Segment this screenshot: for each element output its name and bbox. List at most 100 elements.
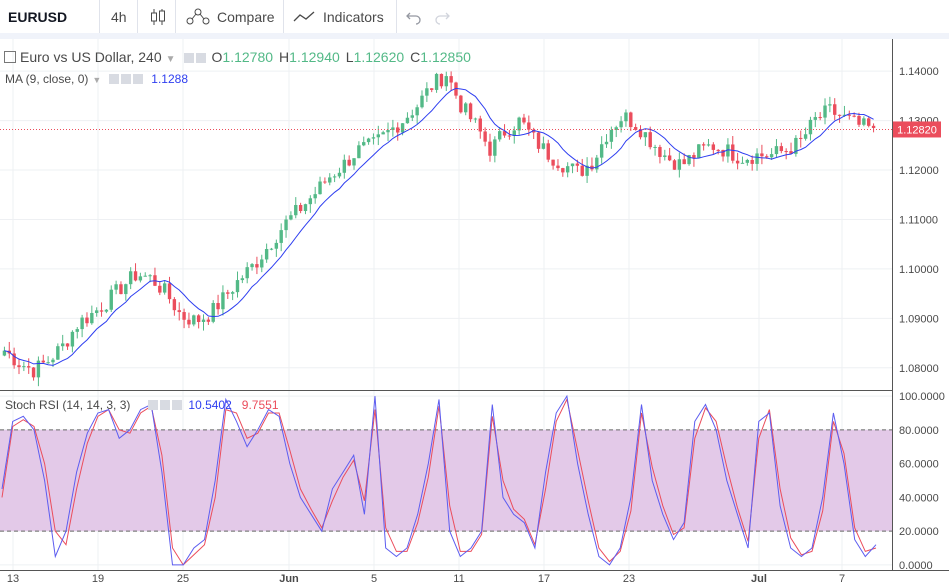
candle-body	[731, 144, 735, 161]
candle-body	[22, 366, 26, 368]
gear-icon[interactable]	[160, 400, 171, 410]
price-axis[interactable]: 1.140001.130001.120001.110001.100001.090…	[899, 66, 945, 572]
chart-style-button[interactable]	[149, 0, 167, 33]
time-tick-label: Jun	[279, 573, 299, 585]
candle-body	[740, 162, 745, 164]
candle-body	[148, 275, 152, 277]
candle-body	[41, 360, 45, 363]
close-icon[interactable]	[133, 74, 144, 84]
candle-body	[799, 137, 803, 139]
indicators-icon	[293, 11, 315, 21]
candle-body	[119, 284, 123, 295]
stoch-tick-label: 60.0000	[899, 459, 939, 471]
candle-body	[833, 104, 837, 115]
eye-icon[interactable]	[109, 74, 120, 84]
candle-body	[211, 303, 215, 322]
candle-body	[196, 315, 201, 322]
collapse-icon[interactable]	[4, 51, 16, 63]
gear-icon[interactable]	[195, 53, 206, 63]
candle-body	[517, 117, 521, 131]
candle-body	[599, 144, 604, 158]
candle-body	[687, 155, 691, 165]
last-price-text: 1.12820	[897, 124, 937, 136]
candle-body	[75, 329, 79, 332]
candle-body	[735, 160, 740, 164]
candle-body	[459, 95, 463, 113]
candle-body	[298, 204, 303, 212]
candle-body	[755, 153, 759, 164]
candle-body	[289, 215, 293, 220]
redo-icon	[435, 12, 450, 25]
candle-body	[454, 82, 458, 96]
candle-body	[658, 146, 662, 157]
redo-button[interactable]	[433, 0, 451, 33]
candle-body	[56, 346, 60, 360]
candle-body	[27, 366, 31, 368]
candle-body	[663, 155, 667, 157]
chevron-down-icon[interactable]: ▼	[165, 54, 176, 65]
candle-body	[226, 292, 230, 294]
candle-body	[813, 117, 818, 120]
eye-icon[interactable]	[183, 53, 194, 63]
candle-body	[347, 159, 351, 166]
price-tick-label: 1.10000	[899, 264, 939, 276]
time-tick-label: Jul	[751, 573, 767, 585]
close-icon[interactable]	[172, 400, 183, 410]
chart-canvas[interactable]: 1.140001.130001.120001.110001.100001.090…	[0, 39, 949, 588]
candle-body	[250, 264, 254, 268]
candle-body	[279, 230, 283, 243]
candle-body	[672, 160, 677, 170]
candle-body	[371, 137, 376, 139]
gear-icon[interactable]	[121, 74, 132, 84]
ma-line	[4, 87, 874, 366]
candle-body	[551, 159, 555, 166]
candle-body	[90, 312, 94, 324]
candle-body	[221, 292, 225, 310]
candle-body	[541, 143, 546, 149]
candle-body	[580, 165, 584, 176]
open-label: O	[211, 49, 223, 65]
candle-body	[352, 158, 356, 166]
candle-body	[114, 284, 118, 290]
stoch-k-line	[1, 394, 877, 566]
candle-body	[512, 130, 516, 136]
stoch-legend: Stoch RSI (14, 14, 3, 3) 10.5402 9.7551	[5, 398, 279, 412]
close-label: C	[410, 49, 421, 65]
candle-body	[716, 149, 720, 151]
candle-body	[774, 146, 779, 155]
compare-button[interactable]: Compare	[185, 0, 275, 33]
candle-body	[396, 127, 400, 133]
candle-body	[328, 177, 332, 183]
candle-body	[585, 165, 589, 176]
candle-body	[803, 134, 808, 139]
symbol-search[interactable]: EURUSD	[8, 0, 67, 33]
candle-body	[167, 283, 172, 300]
close-value: 1.12850	[420, 49, 471, 65]
chevron-down-icon[interactable]: ▼	[92, 75, 102, 85]
candle-body	[80, 317, 84, 330]
price-tick-label: 1.11000	[899, 214, 938, 226]
candle-body	[619, 121, 623, 128]
time-axis[interactable]: 13 19 25 Jun 5 11 17 23 Jul 7	[7, 573, 845, 585]
candle-body	[867, 118, 871, 126]
candle-body	[794, 137, 798, 154]
candle-body	[507, 135, 512, 137]
eye-icon[interactable]	[148, 400, 159, 410]
candle-body	[677, 159, 682, 170]
undo-button[interactable]	[405, 0, 423, 33]
interval-button[interactable]: 4h	[111, 0, 127, 33]
candle-body	[857, 115, 861, 125]
candle-body	[527, 122, 531, 130]
candle-body	[51, 359, 55, 363]
candle-body	[133, 271, 138, 281]
ma-legend: MA (9, close, 0) ▼ 1.1288	[5, 72, 188, 86]
candle-body	[206, 319, 211, 322]
toolbar-divider	[283, 0, 284, 33]
candle-body	[128, 271, 133, 285]
candle-body	[823, 105, 827, 118]
candle-body	[386, 130, 390, 133]
indicators-button[interactable]: Indicators	[293, 0, 384, 33]
time-tick-label: 7	[839, 573, 845, 585]
time-tick-label: 23	[623, 573, 635, 585]
candle-body	[303, 204, 308, 212]
